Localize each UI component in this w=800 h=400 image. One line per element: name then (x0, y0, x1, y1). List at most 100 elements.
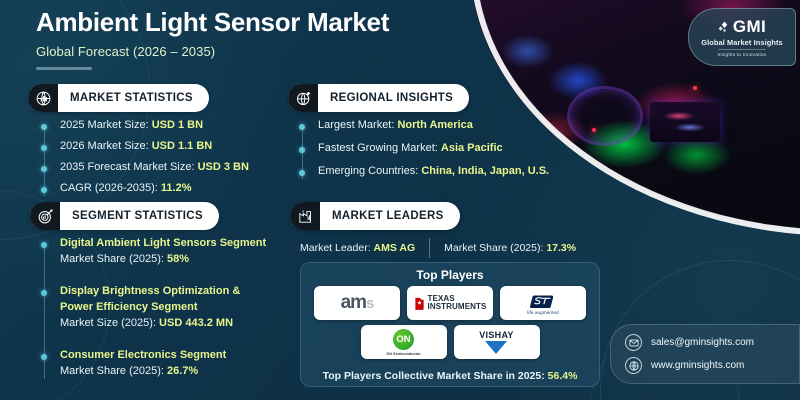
page-title: Ambient Light Sensor Market (36, 7, 390, 37)
page-subtitle: Global Forecast (2026 – 2035) (36, 44, 216, 60)
indicator-light (693, 85, 698, 90)
contact-website: www.gminsights.com (651, 360, 745, 371)
brand-logo: GMI Global Market Insights Insights to I… (688, 8, 796, 66)
market-leader-row: Market Leader: AMS AG Market Share (2025… (300, 238, 576, 258)
list-item: Consumer Electronics Segment Market Shar… (40, 348, 266, 380)
st-mark-icon (529, 292, 557, 309)
contact-website-row[interactable]: www.gminsights.com (625, 357, 789, 374)
list-item: CAGR (2026-2035): 11.2% (41, 181, 249, 197)
texas-instruments-logo: TEXAS INSTRUMENTS (407, 286, 493, 320)
market-statistics-list: 2025 Market Size: USD 1 BN 2026 Market S… (41, 118, 249, 202)
list-item: Largest Market: North America (298, 118, 549, 134)
market-share-entry: Market Share (2025): 17.3% (444, 242, 576, 254)
list-item: 2035 Forecast Market Size: USD 3 BN (41, 160, 249, 176)
section-pill-market-leaders: MARKET LEADERS (290, 202, 460, 230)
envelope-icon (625, 334, 642, 351)
section-pill-segment-statistics: SEGMENT STATISTICS (30, 202, 219, 230)
st-tagline: life.augmented (527, 309, 559, 315)
segment-heading: Digital Ambient Light Sensors Segment (60, 237, 267, 249)
section-pill-label: MARKET LEADERS (332, 210, 444, 222)
contact-email: sales@gminsights.com (651, 337, 754, 348)
brand-tagline: Insights to Innovation (717, 49, 767, 57)
section-pill-regional-insights: REGIONAL INSIGHTS (288, 84, 470, 112)
ams-logo-text-2: s (366, 295, 374, 312)
title-divider (36, 67, 92, 71)
section-pill-label: SEGMENT STATISTICS (72, 210, 203, 222)
vishay-logo: VISHAY (453, 325, 540, 359)
stat-label: 2026 Market Size: (60, 139, 149, 152)
collective-share-label: Top Players Collective Market Share in 2… (322, 370, 545, 382)
stat-value: 11.2% (160, 181, 192, 194)
top-players-card: Top Players am s TEXAS INSTRUMENTS (300, 262, 600, 387)
on-semiconductor-logo: ON ON Semiconductor (360, 325, 447, 359)
stat-label: 2025 Market Size: (60, 119, 149, 131)
globe-icon (625, 357, 642, 374)
segment-metric-value: 58% (167, 252, 190, 265)
insight-value: Asia Pacific (440, 141, 503, 154)
segment-heading: Display Brightness Optimization & (60, 284, 241, 297)
stat-label: 2035 Forecast Market Size: (60, 160, 195, 173)
insight-value: North America (397, 119, 473, 131)
list-item: Display Brightness Optimization & Power … (40, 284, 266, 332)
section-pill-market-statistics: MARKET STATISTICS (28, 84, 209, 112)
collective-share-row: Top Players Collective Market Share in 2… (300, 370, 600, 382)
list-item: 2025 Market Size: USD 1 BN (41, 118, 249, 134)
segment-heading-line2: Power Efficiency Segment (60, 300, 198, 313)
on-mark-icon: ON (392, 328, 414, 350)
stat-value: USD 1 BN (151, 119, 204, 131)
ams-logo-text: am (340, 292, 367, 313)
list-item: Fastest Growing Market: Asia Pacific (298, 141, 549, 157)
list-item: Emerging Countries: China, India, Japan,… (298, 164, 550, 180)
segment-metric-value: 26.7% (167, 364, 199, 377)
vishay-triangle-icon (485, 341, 508, 354)
market-share-value: 17.3% (546, 242, 577, 254)
brand-name: GMI (732, 17, 767, 36)
factory-chart-icon (290, 202, 320, 230)
section-pill-label: REGIONAL INSIGHTS (330, 92, 454, 104)
globe-chart-icon (28, 84, 58, 112)
segment-statistics-list: Digital Ambient Light Sensors Segment Ma… (40, 236, 267, 385)
collective-share-value: 56.4% (547, 370, 578, 382)
ams-logo: am s (314, 286, 400, 320)
steering-wheel-glow (567, 85, 644, 146)
header: Ambient Light Sensor Market Global Forec… (36, 7, 506, 71)
stat-value: USD 1.1 BN (151, 139, 213, 152)
indicator-light (592, 128, 597, 133)
section-pill-label: MARKET STATISTICS (70, 92, 193, 104)
segment-metric-label: Market Size (2025): (60, 316, 156, 329)
insight-label: Fastest Growing Market: (318, 141, 438, 154)
gmi-diamond-icon (718, 21, 731, 34)
list-item: 2026 Market Size: USD 1.1 BN (41, 139, 249, 155)
brand-logo-main: GMI (718, 17, 766, 37)
insight-label: Emerging Countries: (318, 164, 419, 177)
market-share-label: Market Share (2025): (444, 242, 544, 254)
target-chart-icon (30, 202, 60, 230)
contact-card: sales@gminsights.com www.gminsights.com (610, 324, 800, 384)
divider (429, 238, 431, 258)
connector-rail (44, 124, 45, 196)
segment-metric-value: USD 443.2 MN (159, 316, 234, 329)
market-leader-entry: Market Leader: AMS AG (300, 242, 415, 254)
top-players-row-2: ON ON Semiconductor VISHAY (309, 325, 591, 359)
st-logo: life.augmented (500, 286, 586, 320)
texas-star-icon (414, 297, 425, 310)
insight-label: Largest Market: (318, 119, 395, 131)
globe-icon (288, 84, 318, 112)
insight-value: China, India, Japan, U.S. (421, 164, 550, 177)
segment-metric-label: Market Share (2025): (60, 252, 164, 265)
top-players-row-1: am s TEXAS INSTRUMENTS (309, 286, 591, 320)
vishay-logo-text: VISHAY (479, 330, 514, 340)
ti-line-2: INSTRUMENTS (427, 302, 487, 311)
stat-label: CAGR (2026-2035): (60, 181, 158, 194)
market-leader-label: Market Leader: (300, 242, 371, 254)
regional-insights-list: Largest Market: North America Fastest Gr… (298, 118, 550, 185)
list-item: Digital Ambient Light Sensors Segment Ma… (40, 236, 267, 268)
segment-metric-label: Market Share (2025): (60, 364, 164, 377)
stat-value: USD 3 BN (197, 160, 249, 173)
ti-line-1: TEXAS (427, 293, 455, 303)
contact-email-row[interactable]: sales@gminsights.com (625, 334, 789, 351)
top-players-title: Top Players (416, 268, 484, 282)
brand-full-name: Global Market Insights (701, 38, 783, 47)
segment-heading: Consumer Electronics Segment (60, 348, 227, 361)
